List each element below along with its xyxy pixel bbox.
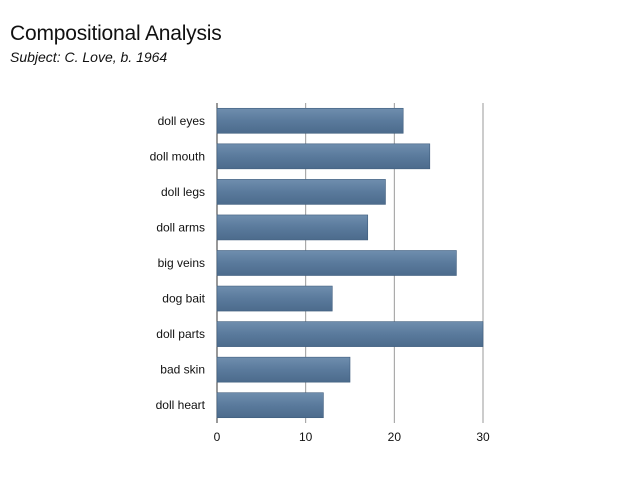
bar-doll-mouth — [216, 143, 431, 170]
bar-doll-arms — [216, 214, 369, 241]
category-label-dog-bait: dog bait — [162, 292, 205, 306]
x-tick-label-30: 30 — [476, 430, 490, 444]
bar-bad-skin — [216, 356, 351, 383]
category-label-doll-legs: doll legs — [161, 185, 205, 199]
category-labels: doll eyes doll mouth doll legs doll arms big… — [150, 114, 206, 412]
category-label-doll-eyes: doll eyes — [158, 114, 205, 128]
x-tick-labels: 0 10 20 30 — [214, 430, 490, 444]
category-label-bad-skin: bad skin — [160, 363, 205, 377]
category-label-big-veins: big veins — [158, 256, 205, 270]
bar-doll-legs — [216, 179, 386, 205]
bar-dog-bait — [216, 285, 333, 312]
x-tick-label-20: 20 — [388, 430, 402, 444]
category-label-doll-heart: doll heart — [156, 398, 206, 412]
bar-doll-heart — [216, 392, 324, 419]
x-tick-label-0: 0 — [214, 430, 221, 444]
bar-doll-parts — [216, 321, 484, 347]
chart-title: Compositional Analysis — [10, 22, 222, 45]
chart-subtitle: Subject: C. Love, b. 1964 — [10, 49, 168, 65]
x-tick-label-10: 10 — [299, 430, 313, 444]
category-label-doll-parts: doll parts — [156, 327, 205, 341]
category-label-doll-arms: doll arms — [156, 220, 205, 234]
category-label-doll-mouth: doll mouth — [150, 149, 205, 163]
bar-doll-eyes — [216, 107, 404, 134]
bars — [216, 107, 484, 419]
bar-big-veins — [216, 250, 457, 276]
